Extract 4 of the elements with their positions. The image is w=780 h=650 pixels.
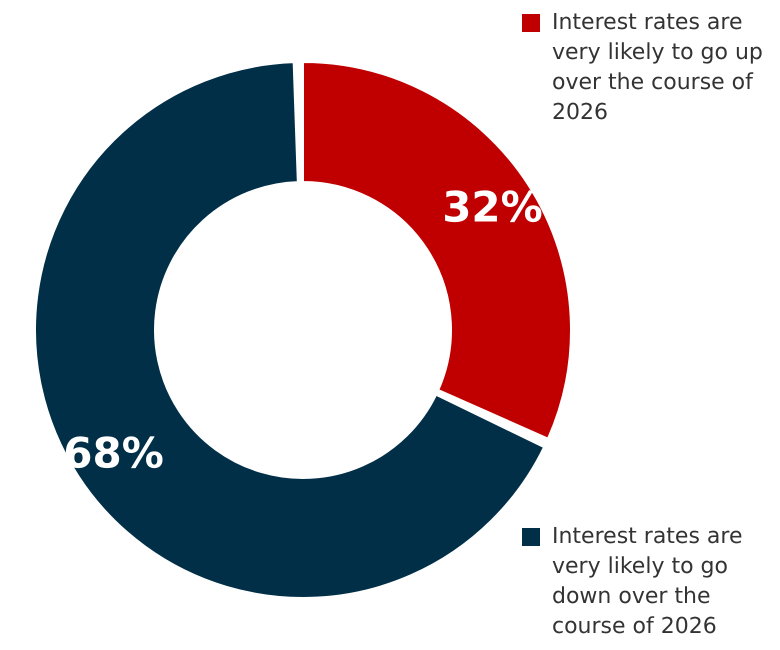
data-label: 32% <box>442 182 543 232</box>
legend-label: Interest rates are very likely to go down over the course of 2026 <box>552 523 744 641</box>
data-label: 68% <box>63 428 164 478</box>
legend-label: Interest rates are very likely to go up over the course of 2026 <box>552 9 764 127</box>
